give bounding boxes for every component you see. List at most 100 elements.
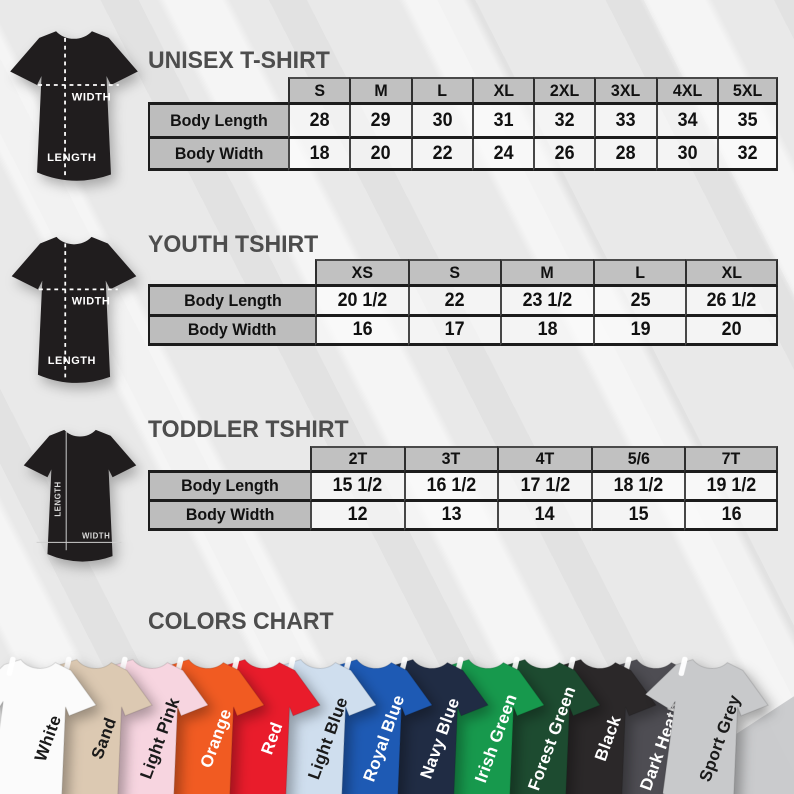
size-header-cell: 3XL <box>594 77 656 105</box>
size-value-cell-text: 20 1/2 <box>337 289 388 311</box>
size-value-cell: 19 1/2 <box>684 473 778 502</box>
size-value-cell-text: 23 1/2 <box>522 289 573 311</box>
row-label-cell-text: Body Length <box>183 290 282 310</box>
youth-size-table: XS S M L XL Body Length 20 1/2 22 23 1/2 25 26 1/2… <box>148 259 778 346</box>
size-header-cell: 3T <box>403 446 498 473</box>
width-label: WIDTH <box>72 296 111 308</box>
size-value-cell: 23 1/2 <box>500 287 593 317</box>
size-header-cell-text: S <box>314 80 325 100</box>
size-value-cell-text: 30 <box>677 142 698 164</box>
size-value-cell-text: 26 1/2 <box>706 289 757 311</box>
size-value-cell-text: 14 <box>535 504 555 525</box>
size-value-cell: 34 <box>655 105 717 139</box>
size-value-cell: 18 1/2 <box>590 473 685 502</box>
size-header-cell: 5/6 <box>590 446 685 473</box>
size-header-cell-text: M <box>540 262 555 282</box>
size-value-cell-text: 31 <box>493 109 514 131</box>
size-header-cell-text: M <box>374 80 388 100</box>
size-header-cell-text: XL <box>493 80 514 100</box>
size-value-cell: 20 <box>349 139 411 171</box>
size-value-cell-text: 22 <box>444 289 465 311</box>
hang-tag-icon <box>678 656 688 677</box>
tshirt-body <box>0 658 97 794</box>
size-value-cell-text: 24 <box>493 142 514 164</box>
size-value-cell: 25 <box>592 287 686 317</box>
size-value-cell: 20 1/2 <box>315 287 408 317</box>
colors-chart-shirt-row: White Sand Light Pink Orange Red Light B… <box>0 640 794 794</box>
size-value-cell-text: 17 <box>444 319 465 340</box>
size-value-cell: 16 <box>315 317 408 346</box>
row-label-cell: Body Width <box>148 502 310 531</box>
row-label-cell: Body Width <box>148 317 315 346</box>
unisex-size-table: S M L XL 2XL 3XL 4XL 5XL Body Length 28 29 30 31 32 33… <box>148 77 778 171</box>
size-value-cell: 31 <box>471 105 533 139</box>
size-value-cell-text: 22 <box>432 142 453 164</box>
size-value-cell-text: 15 <box>628 504 649 525</box>
size-header-cell-text: 5/6 <box>627 449 650 468</box>
size-value-cell: 18 <box>500 317 593 346</box>
section-title-toddler: TODDLER TSHIRT <box>148 416 349 443</box>
size-value-cell-text: 29 <box>370 109 391 131</box>
row-label-cell: Body Length <box>148 287 315 317</box>
size-value-cell-text: 32 <box>554 109 575 131</box>
size-value-cell-text: 12 <box>347 504 368 525</box>
size-header-cell: XL <box>685 259 778 287</box>
tshirt-sport-grey: Sport Grey <box>631 645 777 794</box>
size-value-cell: 18 <box>288 139 350 171</box>
size-header-cell-text: XS <box>351 262 373 282</box>
row-label-cell-text: Body Width <box>174 143 264 163</box>
size-value-cell-text: 15 1/2 <box>332 475 383 496</box>
size-value-cell: 29 <box>349 105 411 139</box>
size-value-cell: 16 1/2 <box>403 473 498 502</box>
size-value-cell: 33 <box>594 105 656 139</box>
row-label-cell-text: Body Length <box>170 110 268 130</box>
length-label: LENGTH <box>48 355 96 367</box>
size-value-cell-text: 30 <box>432 109 453 131</box>
size-value-cell-text: 18 <box>537 319 558 340</box>
size-header-cell-text: S <box>449 262 461 282</box>
size-header-cell-text: 3XL <box>611 80 641 100</box>
size-value-cell-text: 28 <box>615 142 636 164</box>
size-value-cell: 16 <box>684 502 778 531</box>
row-label-cell: Body Length <box>148 473 310 502</box>
size-value-cell: 32 <box>533 105 595 139</box>
size-value-cell: 26 <box>533 139 595 171</box>
size-header-cell: XL <box>471 77 533 105</box>
size-value-cell: 19 <box>592 317 686 346</box>
size-value-cell: 13 <box>403 502 498 531</box>
width-label: WIDTH <box>82 531 110 540</box>
size-value-cell-text: 26 <box>554 142 575 164</box>
size-value-cell: 28 <box>594 139 656 171</box>
size-header-cell: L <box>410 77 472 105</box>
size-header-cell-text: 3T <box>442 449 461 468</box>
size-header-cell-text: 4XL <box>672 80 702 100</box>
size-value-cell: 22 <box>410 139 472 171</box>
size-value-cell-text: 19 <box>630 319 651 340</box>
size-header-cell: 2T <box>310 446 404 473</box>
size-value-cell: 15 <box>590 502 685 531</box>
size-header-cell: 4T <box>497 446 591 473</box>
row-label-cell: Body Width <box>148 139 288 171</box>
toddler-size-table: 2T 3T 4T 5/6 7T Body Length 15 1/2 16 1/2 17 1/2… <box>148 446 778 531</box>
size-value-cell-text: 16 1/2 <box>426 475 477 496</box>
size-value-cell-text: 17 1/2 <box>520 475 570 496</box>
row-label-cell-text: Body Width <box>185 505 275 524</box>
width-label: WIDTH <box>72 92 111 104</box>
size-value-cell-text: 13 <box>441 504 462 525</box>
size-value-cell: 22 <box>407 287 501 317</box>
length-label: LENGTH <box>53 481 62 516</box>
row-label-cell-text: Body Width <box>188 320 277 339</box>
tshirt-silhouette <box>11 236 137 383</box>
size-value-cell-text: 16 <box>721 504 742 525</box>
header-spacer-cell <box>148 259 315 287</box>
youth-shirt-measurement-diagram: WIDTH LENGTH <box>11 236 137 383</box>
row-label-cell-text: Body Length <box>181 476 279 495</box>
size-header-cell: M <box>500 259 593 287</box>
size-header-cell: S <box>288 77 350 105</box>
header-spacer-cell <box>148 446 310 473</box>
size-header-cell-text: L <box>437 80 448 100</box>
size-value-cell-text: 18 1/2 <box>613 475 664 496</box>
size-value-cell-text: 18 <box>309 142 330 164</box>
toddler-shirt-measurement-diagram: LENGTH WIDTH <box>23 429 137 562</box>
size-header-cell: 5XL <box>716 77 778 105</box>
